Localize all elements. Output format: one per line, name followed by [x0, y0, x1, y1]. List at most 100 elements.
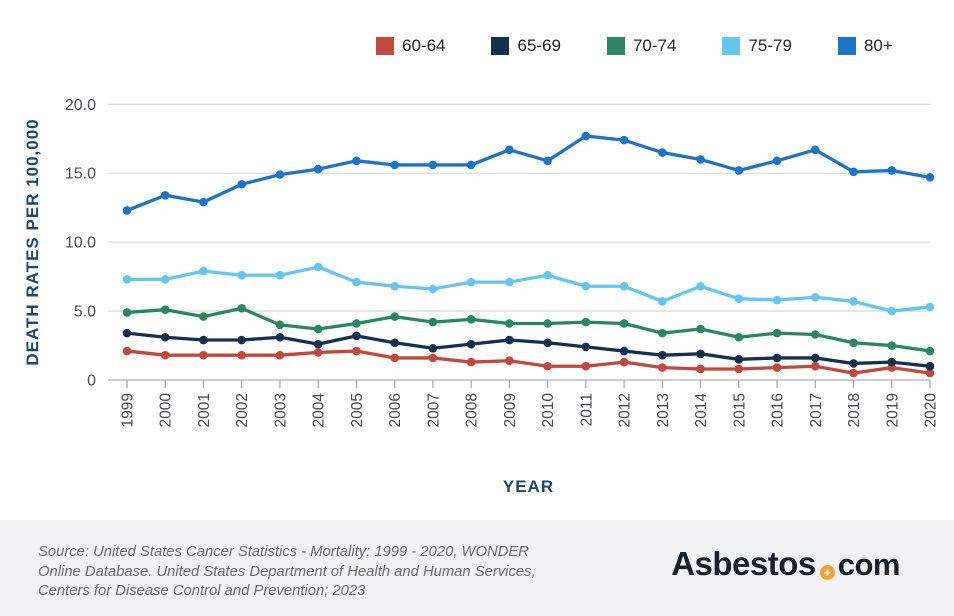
- data-point: [849, 338, 858, 348]
- legend-label: 80+: [863, 36, 893, 55]
- data-point: [772, 295, 782, 305]
- data-point: [696, 281, 705, 291]
- data-point: [237, 270, 247, 280]
- data-point: [849, 368, 858, 378]
- data-point: [849, 359, 858, 368]
- data-point: [581, 317, 591, 327]
- data-point: [390, 160, 399, 170]
- data-point: [734, 364, 744, 374]
- source-line: Online Database. United States Departmen…: [38, 563, 536, 580]
- data-point: [275, 350, 285, 360]
- data-point: [619, 135, 629, 145]
- data-point: [428, 343, 438, 353]
- data-point: [160, 350, 170, 360]
- data-point: [772, 363, 782, 372]
- data-point: [122, 206, 132, 215]
- data-point: [505, 335, 514, 345]
- data-point: [619, 346, 629, 356]
- y-tick-label: 15.0: [65, 166, 96, 183]
- data-point: [810, 292, 820, 302]
- data-point: [887, 357, 897, 367]
- x-tick-label: 2008: [464, 393, 481, 427]
- data-point: [543, 361, 552, 371]
- data-point: [237, 350, 247, 360]
- series-65-69: [122, 328, 935, 371]
- data-point: [543, 338, 552, 348]
- data-point: [772, 156, 782, 166]
- data-point: [810, 330, 820, 339]
- data-point: [925, 173, 935, 182]
- data-point: [199, 312, 208, 321]
- data-point: [352, 331, 361, 341]
- legend-item-70-74: 70-74: [606, 36, 677, 56]
- x-tick-label: 2012: [617, 393, 634, 427]
- data-point: [352, 346, 361, 356]
- data-point: [887, 166, 897, 175]
- data-point: [466, 339, 476, 349]
- legend-item-75-79: 75-79: [722, 36, 792, 56]
- data-point: [466, 160, 476, 170]
- x-tick-label: 2014: [693, 393, 710, 428]
- data-point: [505, 356, 514, 366]
- data-point: [390, 353, 399, 363]
- legend-swatch: [376, 37, 394, 55]
- data-point: [925, 368, 935, 378]
- data-point: [466, 357, 476, 367]
- x-tick-label: 2013: [655, 393, 672, 427]
- x-tick-label: 2009: [502, 393, 519, 427]
- data-point: [696, 364, 705, 374]
- plus-icon: +: [819, 565, 835, 580]
- data-point: [505, 145, 514, 155]
- legend-label: 60-64: [402, 36, 446, 55]
- x-tick-label: 2020: [922, 393, 939, 428]
- y-tick-label: 20.0: [65, 97, 96, 114]
- data-point: [849, 297, 858, 306]
- data-point: [428, 284, 438, 294]
- data-point: [122, 275, 132, 284]
- data-point: [160, 190, 170, 200]
- data-point: [237, 335, 247, 345]
- data-point: [734, 166, 744, 175]
- x-tick-label: 2001: [196, 393, 213, 427]
- data-point: [237, 304, 247, 313]
- x-axis: 1999 2000 2001 2002 2003 2004 2005 2006 2007 2008…: [120, 380, 939, 428]
- legend-swatch: [837, 37, 856, 55]
- asbestos-logo[interactable]: Asbestos + com: [671, 547, 901, 582]
- logo-suffix-text: com: [837, 547, 901, 582]
- chart-legend: 60-64 65-69 70-74 75-79 80+: [376, 36, 893, 56]
- data-point: [810, 361, 820, 371]
- legend-swatch: [606, 37, 625, 55]
- data-point: [925, 361, 935, 371]
- x-tick-label: 1999: [120, 393, 137, 427]
- legend-swatch: [491, 37, 510, 55]
- data-point: [810, 145, 820, 155]
- data-point: [390, 281, 399, 291]
- x-tick-label: 2007: [425, 393, 442, 427]
- data-point: [428, 317, 438, 327]
- x-tick-label: 2015: [731, 393, 748, 427]
- data-point: [543, 319, 552, 328]
- data-point: [658, 328, 667, 338]
- legend-label: 70-74: [632, 36, 677, 55]
- data-point: [275, 170, 285, 179]
- legend-label: 75-79: [748, 36, 792, 55]
- data-point: [390, 338, 399, 348]
- legend-item-80plus: 80+: [837, 36, 893, 56]
- x-tick-label: 2016: [770, 393, 787, 427]
- data-point: [466, 315, 476, 324]
- x-tick-label: 2019: [884, 393, 901, 427]
- data-point: [428, 160, 438, 170]
- gridlines: 0 5.0 10.0 15.0 20.0: [65, 97, 930, 390]
- x-axis-title: YEAR: [503, 477, 554, 496]
- data-point: [122, 346, 132, 356]
- data-point: [696, 324, 705, 334]
- data-point: [352, 156, 361, 166]
- legend-item-60-64: 60-64: [376, 36, 445, 56]
- data-point: [160, 305, 170, 314]
- data-point: [237, 179, 247, 189]
- source-line: Source: United States Cancer Statistics …: [38, 544, 529, 560]
- x-tick-label: 2010: [540, 393, 557, 428]
- data-point: [810, 353, 820, 363]
- data-point: [658, 363, 667, 372]
